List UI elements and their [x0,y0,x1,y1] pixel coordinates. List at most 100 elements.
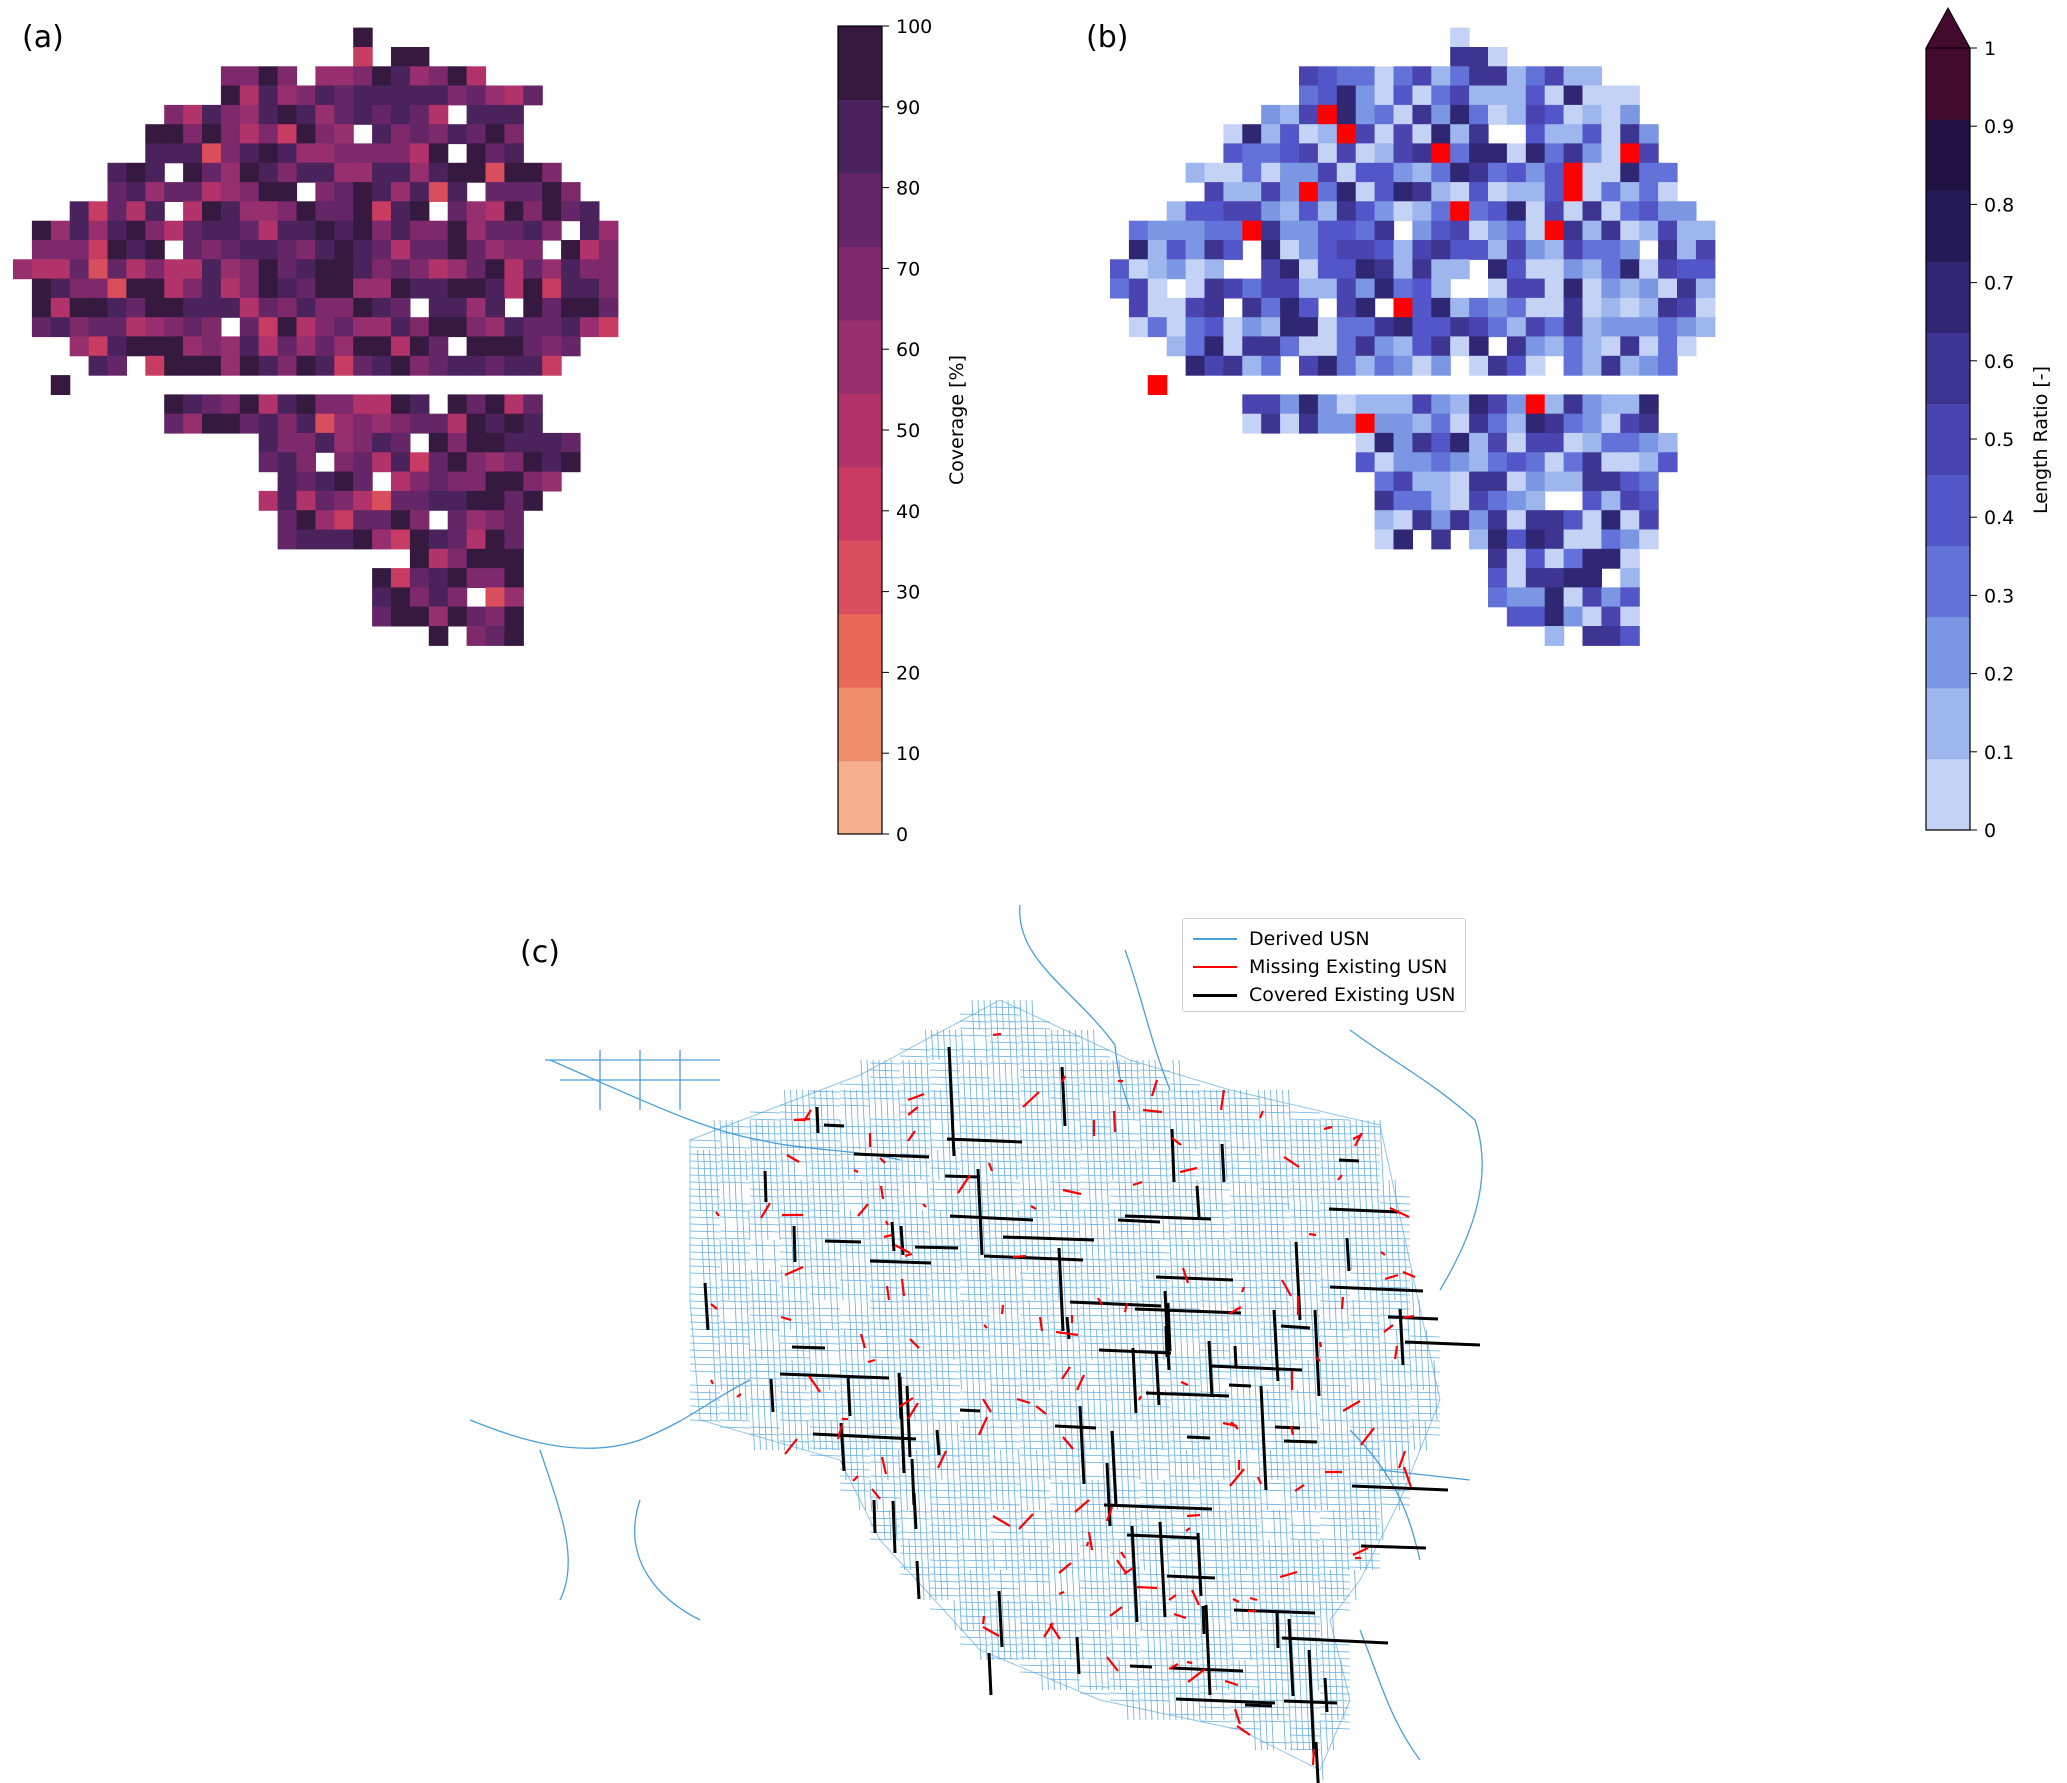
heatmap-cell [598,278,619,299]
heatmap-cell [1355,201,1376,222]
heatmap-cell [409,182,430,202]
heatmap-cell [1582,587,1602,608]
heatmap-cell [561,336,581,357]
heatmap-cell [1280,162,1300,183]
heatmap-cell [277,182,298,202]
heatmap-cell [428,490,449,511]
heatmap-cell [504,85,524,106]
heatmap-cell [334,529,354,550]
heatmap-cell [1204,355,1224,376]
heatmap-cell [315,143,335,164]
heatmap-cell [1355,297,1376,318]
colorbar-segment [1926,758,1970,831]
heatmap-cell [523,490,543,511]
colorbar-segment [838,26,882,100]
heatmap-cell [1317,259,1338,280]
heatmap-cell [1242,413,1262,434]
heatmap-cell [1601,394,1621,415]
heatmap-cell [1525,259,1546,280]
heatmap-cell [372,297,392,318]
heatmap-cell [1223,143,1243,164]
heatmap-cell [1544,259,1565,280]
heatmap-cell [1506,201,1527,222]
heatmap-cell [1374,278,1395,299]
heatmap-cell [1488,85,1508,106]
heatmap-cell [353,432,373,453]
heatmap-cell [1185,297,1206,318]
heatmap-cell [202,278,222,299]
heatmap-cell [1374,85,1395,106]
heatmap-cell [1299,317,1319,338]
heatmap-cell [353,182,373,202]
heatmap-cell [1431,278,1451,299]
derived-usn-road [549,1059,901,1161]
heatmap-cell [1525,240,1546,260]
heatmap-cell [542,336,562,357]
heatmap-cell [1393,413,1413,434]
heatmap-cell [31,259,52,280]
heatmap-cell [1525,510,1546,531]
heatmap-cell [145,201,165,222]
heatmap-cell [258,124,279,145]
heatmap-cell [372,104,392,125]
heatmap-cell [428,143,449,164]
heatmap-cell [296,471,316,492]
heatmap-cell [1450,240,1470,260]
heatmap-cell [1563,587,1584,608]
heatmap-cell [504,336,524,357]
heatmap-cell [466,104,487,125]
heatmap-cell [1488,587,1508,608]
heatmap-cell [1374,317,1395,338]
heatmap-cell [1469,220,1489,241]
legend-item-derived: Derived USN [1193,927,1370,951]
heatmap-cell [334,432,354,453]
heatmap-cell [1488,201,1508,222]
heatmap-cell [485,85,505,106]
heatmap-cell [391,471,411,492]
colorbar-segment [838,246,882,321]
heatmap-cell [353,47,373,67]
heatmap-cell [1639,394,1659,415]
heatmap-cell [485,278,505,299]
heatmap-cell [334,85,354,106]
heatmap-cell [391,394,411,415]
heatmap-cell [1336,297,1357,318]
heatmap-cell [353,104,373,125]
heatmap-cell [202,220,222,241]
heatmap-cell [409,278,430,299]
heatmap-cell [1280,413,1300,434]
heatmap-cell [1450,510,1470,531]
heatmap-cell [428,297,449,318]
heatmap-cell [372,432,392,453]
heatmap-cell [1412,336,1432,357]
heatmap-cell [1601,432,1621,453]
heatmap-cell [1620,626,1640,646]
heatmap-cell [523,182,543,202]
heatmap-cell [1544,529,1565,550]
heatmap-cell [1261,182,1281,202]
heatmap-cell [1544,182,1565,202]
heatmap-cell [447,490,468,511]
heatmap-cell [523,355,543,376]
heatmap-cell [1280,201,1300,222]
heatmap-cell [315,220,335,241]
heatmap-cell [409,490,430,511]
heatmap-cell [1677,259,1697,280]
heatmap-cell [107,240,127,260]
heatmap-cell [315,259,335,280]
heatmap-cell [1544,66,1565,87]
heatmap-cell [1620,182,1640,202]
heatmap-cell [145,278,165,299]
heatmap-cell [1166,317,1187,338]
heatmap-cell [485,182,505,202]
heatmap-cell [1450,259,1470,280]
heatmap-cell [428,432,449,453]
heatmap-cell [1469,355,1489,376]
heatmap-cell [1488,220,1508,241]
heatmap-cell [50,220,71,241]
heatmap-cell [1563,240,1584,260]
heatmap-cell [107,259,127,280]
heatmap-cell [391,278,411,299]
heatmap-cell [372,240,392,260]
heatmap-cell [1601,278,1621,299]
